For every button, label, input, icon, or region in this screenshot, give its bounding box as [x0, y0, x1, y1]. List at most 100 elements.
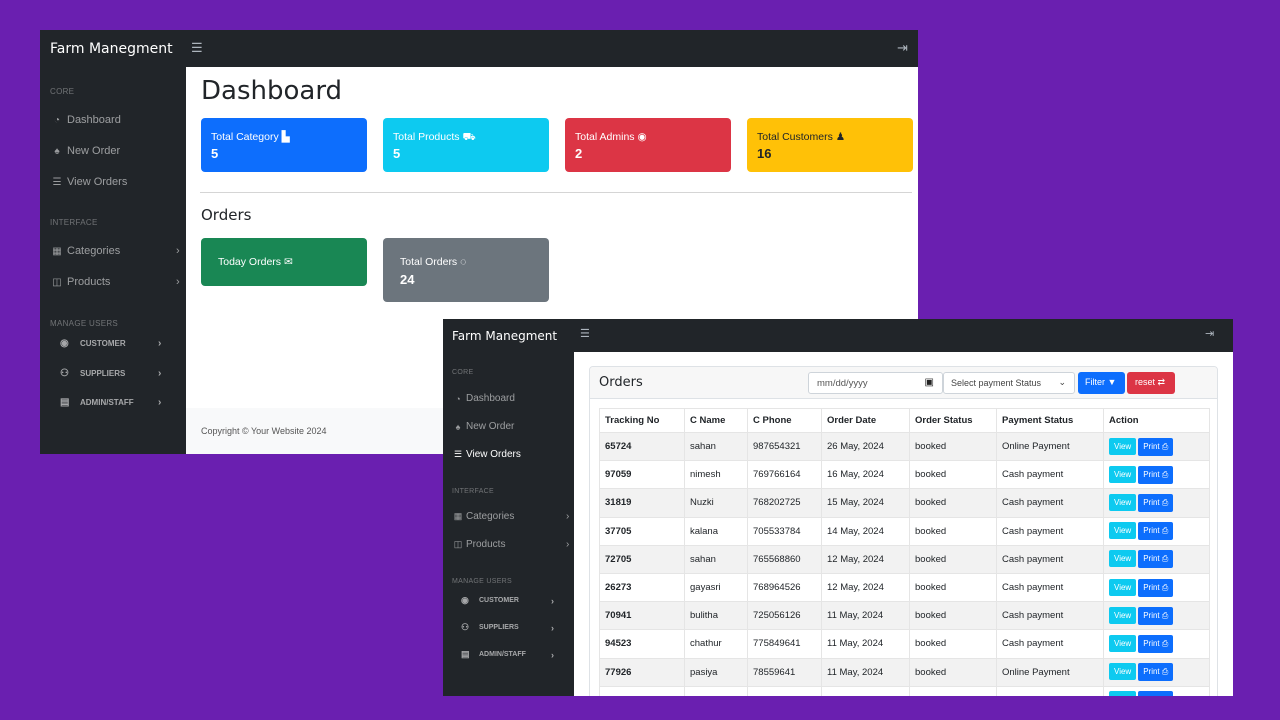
print-button[interactable]: Print ⎙ — [1138, 606, 1174, 625]
cell-name: nimesh — [684, 460, 748, 490]
cell-phone: 725056126 — [747, 601, 822, 631]
view-button[interactable]: View — [1109, 437, 1137, 455]
print-button[interactable]: Print ⎙ — [1138, 437, 1174, 456]
sidebar-item-customer[interactable]: ◉ CUSTOMER › — [60, 338, 180, 349]
table-row: 97059 nimesh 769766164 16 May, 2024 booked Ca… — [599, 460, 1210, 490]
cell-date: 14 May, 2024 — [821, 516, 910, 546]
sidebar-item-new-order[interactable]: ♠ New Order — [452, 421, 515, 432]
hamburger-icon[interactable]: ☰ — [580, 328, 590, 340]
print-button[interactable]: Print ⎙ — [1138, 493, 1174, 512]
view-button[interactable]: View — [1109, 691, 1137, 696]
view-button[interactable]: View — [1109, 465, 1137, 483]
brand-title[interactable]: Farm Manegment — [452, 329, 558, 343]
cell-phone: 775849641 — [747, 629, 822, 659]
view-button[interactable]: View — [1109, 606, 1137, 624]
cell-payment: Online Payment — [996, 657, 1104, 687]
sidebar-item-label: Dashboard — [67, 114, 121, 126]
logout-icon[interactable]: ⇥ — [897, 40, 908, 55]
printer-icon: ⎙ — [1159, 667, 1169, 677]
spinner-icon: ◌ — [460, 256, 467, 268]
cell-phone: 768202725 — [747, 488, 822, 518]
sidebar-item-customer[interactable]: ◉ CUSTOMER › — [461, 595, 571, 606]
calendar-icon[interactable]: ▣ — [924, 377, 934, 388]
table-row: 77926 pasiya 78559641 11 May, 2024 booked Onl… — [599, 657, 1210, 687]
print-button[interactable]: Print ⎙ — [1138, 465, 1174, 484]
sidebar-heading-manage-users: MANAGE USERS — [452, 578, 512, 585]
sidebar-item-label: View Orders — [67, 176, 128, 188]
refresh-icon: ⇄ — [1157, 377, 1166, 387]
sidebar-item-suppliers[interactable]: ⚇ SUPPLIERS › — [60, 368, 180, 379]
reset-button[interactable]: reset ⇄ — [1127, 372, 1175, 394]
gauge-icon: ◔ — [455, 393, 461, 404]
filter-button-label: Filter — [1085, 377, 1105, 387]
sidebar-item-label: New Order — [67, 145, 121, 157]
print-button-label: Print — [1143, 610, 1160, 620]
reset-button-label: reset — [1135, 377, 1156, 387]
cell-name: pasiya — [684, 657, 748, 687]
stat-card-today-orders[interactable]: Today Orders ✉ — [201, 238, 367, 286]
stat-card-customers[interactable]: Total Customers ♟ 16 — [747, 118, 913, 172]
brand-title[interactable]: Farm Manegment — [50, 41, 173, 57]
cell-phone: 768964526 — [747, 572, 822, 603]
gauge-icon: ◔ — [53, 114, 61, 126]
stat-card-admins[interactable]: Total Admins ◉ 2 — [565, 118, 731, 172]
filter-button[interactable]: Filter ▼ — [1078, 372, 1125, 394]
stat-card-label: Total Category ▙ — [211, 131, 290, 143]
sidebar-item-dashboard[interactable]: ◔ Dashboard — [452, 393, 515, 404]
sidebar-item-products[interactable]: ◫ Products › — [452, 539, 574, 550]
sidebar-item-products[interactable]: ◫ Products › — [50, 276, 185, 288]
print-button-label: Print — [1143, 582, 1160, 592]
view-button[interactable]: View — [1109, 663, 1137, 681]
chevron-right-icon: › — [551, 595, 554, 606]
logout-icon[interactable]: ⇥ — [1205, 328, 1215, 340]
stat-card-label: Total Admins ◉ — [575, 131, 647, 143]
print-button[interactable]: Print ⎙ — [1138, 663, 1174, 682]
cell-status: booked — [909, 629, 997, 659]
hamburger-icon[interactable]: ☰ — [191, 40, 203, 55]
view-button[interactable]: View — [1109, 550, 1137, 568]
sidebar-item-suppliers[interactable]: ⚇ SUPPLIERS › — [461, 622, 571, 633]
payment-status-value: Select payment Status — [951, 378, 1042, 388]
sidebar-item-dashboard[interactable]: ◔ Dashboard — [50, 114, 121, 126]
cell-date: 11 May, 2024 — [821, 601, 910, 631]
stat-card-category[interactable]: Total Category ▙ 5 — [201, 118, 367, 172]
stat-card-value: 24 — [400, 272, 415, 287]
chart-icon: ▙ — [281, 131, 290, 143]
cell-payment: Cash payment — [996, 601, 1104, 631]
print-button[interactable]: Print ⎙ — [1138, 634, 1174, 653]
print-button[interactable]: Print ⎙ — [1138, 522, 1174, 541]
sidebar-item-view-orders[interactable]: ☰ View Orders — [50, 176, 128, 188]
cell-payment: Cash payment — [996, 685, 1104, 696]
view-button[interactable]: View — [1109, 578, 1137, 596]
view-button[interactable]: View — [1109, 522, 1137, 540]
printer-icon: ⎙ — [1159, 497, 1169, 507]
view-button[interactable]: View — [1109, 634, 1137, 652]
payment-status-select[interactable]: Select payment Status ⌄ — [943, 372, 1075, 394]
sidebar-item-admin-staff[interactable]: ▤ ADMIN/STAFF › — [60, 397, 180, 408]
sidebar: CORE ◔ Dashboard ♠ New Order ☰ View Orde… — [443, 352, 574, 696]
sidebar-item-view-orders[interactable]: ☰ View Orders — [452, 449, 521, 460]
users-icon: ⚇ — [60, 368, 69, 379]
stat-label-text: Total Orders — [400, 256, 458, 268]
stat-card-total-orders[interactable]: Total Orders ◌ 24 — [383, 238, 549, 302]
bell-icon: ♠ — [54, 145, 60, 157]
sidebar-heading-core: CORE — [50, 87, 75, 96]
sidebar-item-admin-staff[interactable]: ▤ ADMIN/STAFF › — [461, 649, 571, 660]
print-button-label: Print — [1143, 526, 1160, 536]
stat-card-label: Total Products ⛟ — [393, 131, 476, 145]
cell-name: sahan — [684, 544, 748, 574]
sidebar-item-categories[interactable]: ▦ Categories › — [452, 511, 574, 522]
table-row: 64344sahan76556886009 May, 2024bookedCas… — [599, 685, 1210, 696]
print-button[interactable]: Print ⎙ — [1138, 578, 1174, 597]
stat-card-products[interactable]: Total Products ⛟ 5 — [383, 118, 549, 172]
cell-status: booked — [909, 516, 997, 546]
view-button[interactable]: View — [1109, 493, 1137, 511]
sidebar-item-categories[interactable]: ▦ Categories › — [50, 245, 185, 257]
print-button[interactable]: Print ⎙ — [1138, 691, 1174, 696]
print-button[interactable]: Print ⎙ — [1138, 550, 1174, 569]
sidebar-item-new-order[interactable]: ♠ New Order — [50, 145, 120, 157]
date-filter-input[interactable]: mm/dd/yyyy ▣ — [808, 372, 943, 394]
